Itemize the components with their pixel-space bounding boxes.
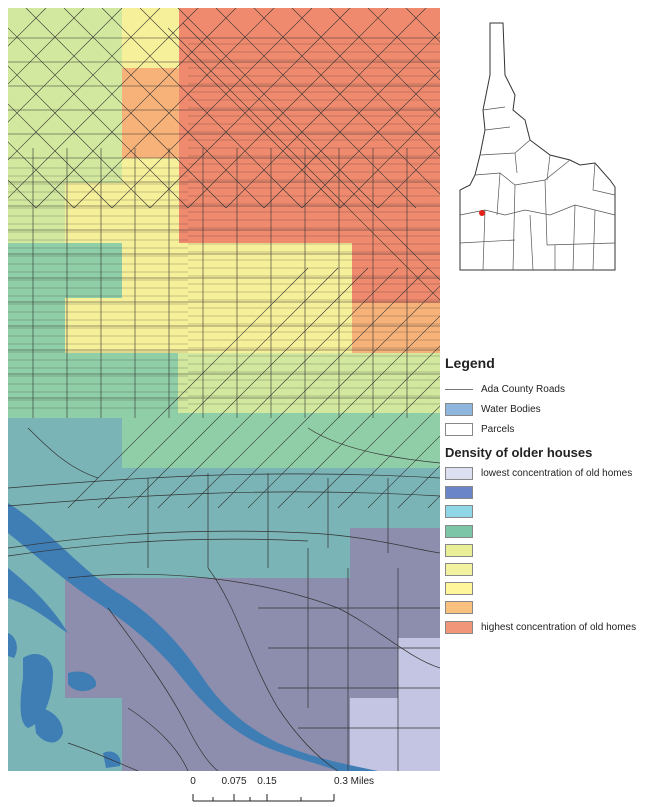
legend-item-label: Parcels bbox=[481, 423, 515, 435]
idaho-outline bbox=[459, 22, 616, 271]
legend-item-label: Ada County Roads bbox=[481, 383, 565, 395]
density-map[interactable] bbox=[8, 8, 440, 771]
density-class bbox=[445, 483, 650, 502]
zone-red bbox=[352, 243, 440, 303]
zone-orange bbox=[352, 303, 440, 353]
scale-label: 0.15 bbox=[257, 776, 277, 787]
density-legend-items: lowest concentration of old homes highest… bbox=[445, 464, 650, 637]
zone-orange bbox=[122, 68, 179, 158]
density-swatch bbox=[445, 620, 473, 634]
legend-item: Water Bodies bbox=[445, 399, 650, 419]
legend-reference-items: Ada County Roads Water Bodies Parcels bbox=[445, 379, 650, 439]
zone-lavender bbox=[350, 698, 440, 771]
density-swatch bbox=[445, 563, 473, 577]
pond bbox=[68, 671, 97, 692]
density-class-label: lowest concentration of old homes bbox=[481, 468, 633, 480]
legend-title: Legend bbox=[445, 355, 495, 371]
density-class bbox=[445, 560, 650, 579]
legend: Legend Ada County Roads Water Bodies Parce… bbox=[445, 355, 650, 637]
lower-roads bbox=[8, 427, 440, 771]
density-swatch bbox=[445, 505, 473, 519]
legend-item: Parcels bbox=[445, 419, 650, 439]
density-class bbox=[445, 579, 650, 598]
density-swatch bbox=[445, 486, 473, 500]
scale-label: 0.3 Miles bbox=[333, 776, 375, 787]
density-grid bbox=[8, 8, 440, 771]
density-swatch bbox=[445, 467, 473, 481]
density-class: lowest concentration of old homes bbox=[445, 464, 650, 483]
water-bodies bbox=[8, 503, 378, 771]
density-class bbox=[445, 502, 650, 521]
zone-red bbox=[232, 183, 352, 243]
scale-bar: 0 0.075 0.15 0.3 Miles bbox=[185, 776, 435, 806]
road-network bbox=[8, 8, 440, 771]
zone-yellow bbox=[65, 183, 122, 243]
idaho-locator-map bbox=[459, 22, 616, 271]
density-class bbox=[445, 522, 650, 541]
density-class bbox=[445, 541, 650, 560]
density-swatch bbox=[445, 601, 473, 615]
zone-green bbox=[122, 413, 440, 468]
pond bbox=[33, 707, 63, 743]
density-class bbox=[445, 598, 650, 617]
river-channel bbox=[8, 568, 68, 633]
zone-yellow bbox=[65, 298, 122, 353]
zone-green bbox=[8, 413, 122, 418]
legend-swatch bbox=[445, 422, 473, 436]
density-swatch bbox=[445, 543, 473, 557]
legend-item-label: Water Bodies bbox=[481, 403, 541, 415]
scale-label: 0 bbox=[190, 776, 196, 787]
location-marker bbox=[479, 210, 485, 216]
parcel-lines bbox=[8, 43, 440, 409]
zone-lavender bbox=[398, 638, 440, 698]
legend-swatch bbox=[445, 402, 473, 416]
county-boundaries bbox=[459, 106, 616, 271]
legend-item: Ada County Roads bbox=[445, 379, 650, 399]
density-legend-title: Density of older houses bbox=[445, 445, 593, 460]
zone-lime bbox=[8, 8, 65, 243]
density-swatch bbox=[445, 524, 473, 538]
zone-lime bbox=[178, 353, 440, 413]
map-canvas[interactable] bbox=[8, 8, 440, 771]
zone-yellow bbox=[232, 243, 352, 353]
density-class: highest concentration of old homes bbox=[445, 618, 650, 637]
pond bbox=[8, 633, 17, 658]
road-line-swatch bbox=[445, 383, 473, 396]
scale-label: 0.075 bbox=[221, 776, 247, 787]
density-class-label: highest concentration of old homes bbox=[481, 621, 637, 633]
density-swatch bbox=[445, 582, 473, 596]
